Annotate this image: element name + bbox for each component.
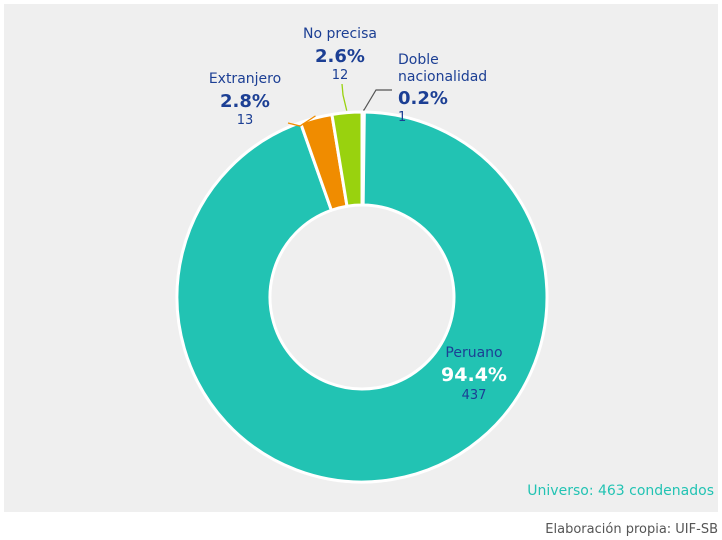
- slice-count-extranjero: 13: [237, 113, 254, 128]
- leader-line-no-precisa: [341, 83, 348, 111]
- label-no-precisa: No precisa 2.6%12: [303, 26, 377, 83]
- universe-note: Universo: 463 condenados: [527, 483, 714, 499]
- slice-name-peruano: Peruano: [445, 345, 502, 361]
- label-extranjero: Extranjero 2.8%13: [209, 71, 281, 128]
- slice-percent-doble: 0.2%: [398, 88, 448, 109]
- slice-peruano: [175, 110, 549, 484]
- slice-name-no-precisa: No precisa: [303, 26, 377, 42]
- slice-count-doble: 1: [398, 110, 406, 125]
- slice-name-doble-line1: Doble: [398, 52, 439, 68]
- leader-line-extranjero: [287, 115, 316, 127]
- slice-percent-no-precisa: 2.6%: [315, 46, 365, 67]
- label-peruano: Peruano 94.4% 437: [441, 345, 507, 403]
- leader-line-doble-nacionalidad: [363, 89, 392, 111]
- slice-percent-peruano: 94.4%: [441, 364, 507, 386]
- slice-count-peruano: 437: [462, 388, 487, 403]
- slice-name-doble-line2: nacionalidad: [398, 69, 487, 85]
- slice-no-precisa: [330, 110, 364, 208]
- slice-percent-extranjero: 2.8%: [220, 91, 270, 112]
- slice-count-no-precisa: 12: [332, 68, 349, 83]
- source-credit: Elaboración propia: UIF-SB: [545, 522, 718, 537]
- slice-name-extranjero: Extranjero: [209, 71, 281, 87]
